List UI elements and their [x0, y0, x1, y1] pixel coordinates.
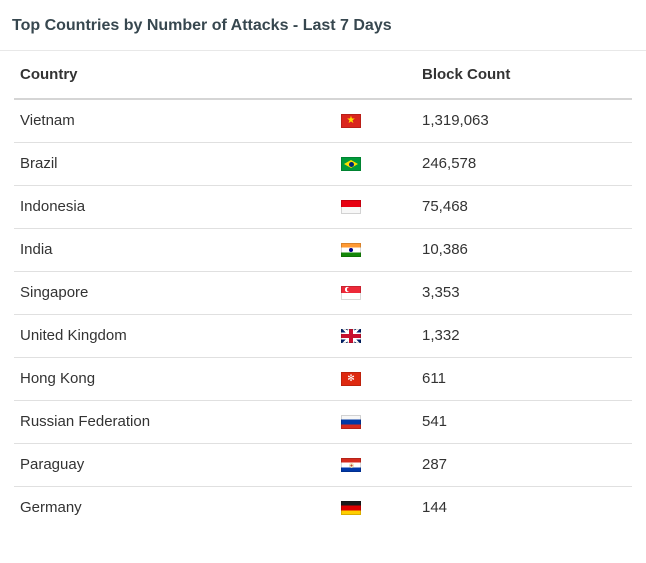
table-row: Russian Federation 541 — [14, 400, 632, 444]
flag-vietnam-icon — [341, 114, 361, 129]
countries-table: Country Block Count Vietnam 1,319,063 Br… — [14, 51, 632, 529]
country-name: United Kingdom — [14, 314, 335, 358]
country-name: Brazil — [14, 142, 335, 186]
column-header-flag — [335, 51, 416, 100]
table-header: Country Block Count — [14, 51, 632, 100]
country-flag-cell — [335, 99, 416, 143]
table-row: Vietnam 1,319,063 — [14, 99, 632, 143]
country-name: Germany — [20, 499, 82, 517]
country-flag-cell — [335, 314, 416, 358]
flag-germany-icon — [341, 501, 361, 516]
column-header-block-count: Block Count — [416, 51, 632, 100]
block-count-value: 246,578 — [416, 142, 632, 186]
table-row: India 10,386 — [14, 228, 632, 272]
country-name: Indonesia — [14, 185, 335, 229]
block-count-value: 75,468 — [416, 185, 632, 229]
table-row: Paraguay 287 — [14, 443, 632, 487]
country-flag-cell — [335, 271, 416, 315]
block-count-value: 3,353 — [416, 271, 632, 315]
flag-india-icon — [341, 243, 361, 258]
table-row: Singapore 3,353 — [14, 271, 632, 315]
country-flag-cell — [335, 400, 416, 444]
flag-singapore-icon — [341, 286, 361, 301]
flag-united-kingdom-icon — [341, 329, 361, 344]
table-header-row: Country Block Count — [14, 51, 632, 100]
flag-brazil-icon — [341, 157, 361, 172]
table-row: Indonesia 75,468 — [14, 185, 632, 229]
country-name: Singapore — [14, 271, 335, 315]
country-flag-cell — [335, 443, 416, 487]
panel-header: Top Countries by Number of Attacks - Las… — [0, 0, 646, 51]
country-name: Russian Federation — [14, 400, 335, 444]
country-name: India — [14, 228, 335, 272]
country-name: Vietnam — [14, 99, 335, 143]
flag-russian-federation-icon — [341, 415, 361, 430]
table-row: Hong Kong 611 — [14, 357, 632, 401]
block-count-value: 10,386 — [416, 228, 632, 272]
block-count-value: 1,332 — [416, 314, 632, 358]
country-name: Hong Kong — [14, 357, 335, 401]
column-header-country: Country — [14, 51, 335, 100]
country-name: Paraguay — [14, 443, 335, 487]
block-count-value: 541 — [416, 400, 632, 444]
table-row: Germany 144 — [14, 486, 632, 529]
flag-paraguay-icon — [341, 458, 361, 473]
flag-indonesia-icon — [341, 200, 361, 215]
table-row: United Kingdom 1,332 — [14, 314, 632, 358]
country-flag-cell — [335, 357, 416, 401]
countries-table-container: Country Block Count Vietnam 1,319,063 Br… — [0, 51, 646, 529]
flag-hong-kong-icon — [341, 372, 361, 387]
block-count-value: 611 — [416, 357, 632, 401]
table-body: Vietnam 1,319,063 Brazil 246,578 Indones… — [14, 99, 632, 529]
block-count-value: 1,319,063 — [416, 99, 632, 143]
country-flag-cell — [335, 142, 416, 186]
country-flag-cell — [335, 185, 416, 229]
panel-title: Top Countries by Number of Attacks - Las… — [12, 17, 392, 34]
country-flag-cell — [335, 486, 416, 529]
table-row: Brazil 246,578 — [14, 142, 632, 186]
block-count-value: 287 — [416, 443, 632, 487]
block-count-value: 144 — [422, 499, 448, 517]
country-flag-cell — [335, 228, 416, 272]
